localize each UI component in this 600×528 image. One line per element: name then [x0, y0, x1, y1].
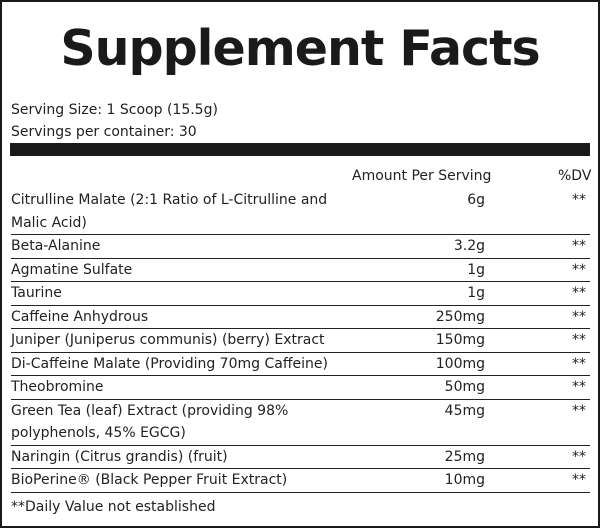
- ingredient-amount: 250mg: [435, 308, 485, 325]
- serving-size: Serving Size: 1 Scoop (15.5g): [11, 102, 218, 118]
- ingredient-dv: **: [572, 379, 586, 395]
- ingredient-dv: **: [572, 308, 586, 325]
- ingredient-name: Taurine: [11, 285, 62, 301]
- ingredient-amount: 1g: [467, 285, 485, 301]
- ingredient-dv: **: [572, 355, 586, 372]
- ingredient-amount: 45mg: [444, 402, 485, 419]
- ingredient-name: Agmatine Sulfate: [11, 261, 133, 278]
- ingredient-dv: **: [572, 402, 586, 419]
- table-row: Juniper (Juniperus communis) (berry) Ext…: [11, 329, 590, 353]
- ingredient-name: Beta-Alanine: [11, 238, 101, 254]
- ingredient-amount: 1g: [467, 261, 485, 278]
- ingredient-dv: **: [572, 472, 586, 488]
- servings-per-container: Servings per container: 30: [11, 124, 197, 140]
- ingredient-table: Citrulline Malate (2:1 Ratio of L-Citrul…: [11, 189, 590, 493]
- table-row: Taurine 1g **: [11, 282, 590, 306]
- table-row: BioPerine® (Black Pepper Fruit Extract) …: [11, 469, 590, 493]
- ingredient-name: BioPerine® (Black Pepper Fruit Extract): [11, 472, 288, 488]
- amount-per-serving-header: Amount Per Serving: [352, 168, 492, 184]
- ingredient-name: Citrulline Malate (2:1 Ratio of L-Citrul…: [11, 192, 328, 231]
- table-row: Naringin (Citrus grandis) (fruit) 25mg *…: [11, 446, 590, 469]
- ingredient-name: Theobromine: [11, 379, 104, 395]
- ingredient-name: Di-Caffeine Malate (Providing 70mg Caffe…: [11, 355, 328, 372]
- panel-title: Supplement Facts: [60, 20, 540, 77]
- ingredient-dv: **: [572, 261, 586, 278]
- dv-header: %DV: [558, 168, 592, 184]
- ingredient-amount: 100mg: [435, 355, 485, 372]
- ingredient-amount: 50mg: [444, 379, 485, 395]
- table-row: Citrulline Malate (2:1 Ratio of L-Citrul…: [11, 189, 590, 235]
- divider-bar: [10, 143, 590, 156]
- ingredient-amount: 3.2g: [453, 238, 485, 254]
- ingredient-name: Green Tea (leaf) Extract (providing 98% …: [11, 402, 289, 442]
- table-row: Beta-Alanine 3.2g **: [11, 235, 590, 259]
- daily-value-footnote: **Daily Value not established: [11, 499, 216, 515]
- ingredient-amount: 150mg: [435, 332, 485, 348]
- ingredient-dv: **: [572, 192, 586, 208]
- table-row: Theobromine 50mg **: [11, 376, 590, 400]
- ingredient-name: Naringin (Citrus grandis) (fruit): [11, 448, 228, 465]
- ingredient-amount: 10mg: [444, 472, 485, 488]
- table-row: Caffeine Anhydrous 250mg **: [11, 306, 590, 329]
- ingredient-name: Juniper (Juniperus communis) (berry) Ext…: [11, 332, 325, 348]
- ingredient-dv: **: [572, 238, 586, 254]
- table-row: Green Tea (leaf) Extract (providing 98% …: [11, 400, 590, 446]
- ingredient-name: Caffeine Anhydrous: [11, 308, 149, 325]
- table-row: Agmatine Sulfate 1g **: [11, 259, 590, 282]
- ingredient-dv: **: [572, 285, 586, 301]
- ingredient-amount: 25mg: [444, 448, 485, 465]
- ingredient-dv: **: [572, 448, 586, 465]
- ingredient-amount: 6g: [467, 192, 485, 208]
- table-row: Di-Caffeine Malate (Providing 70mg Caffe…: [11, 353, 590, 376]
- ingredient-dv: **: [572, 332, 586, 348]
